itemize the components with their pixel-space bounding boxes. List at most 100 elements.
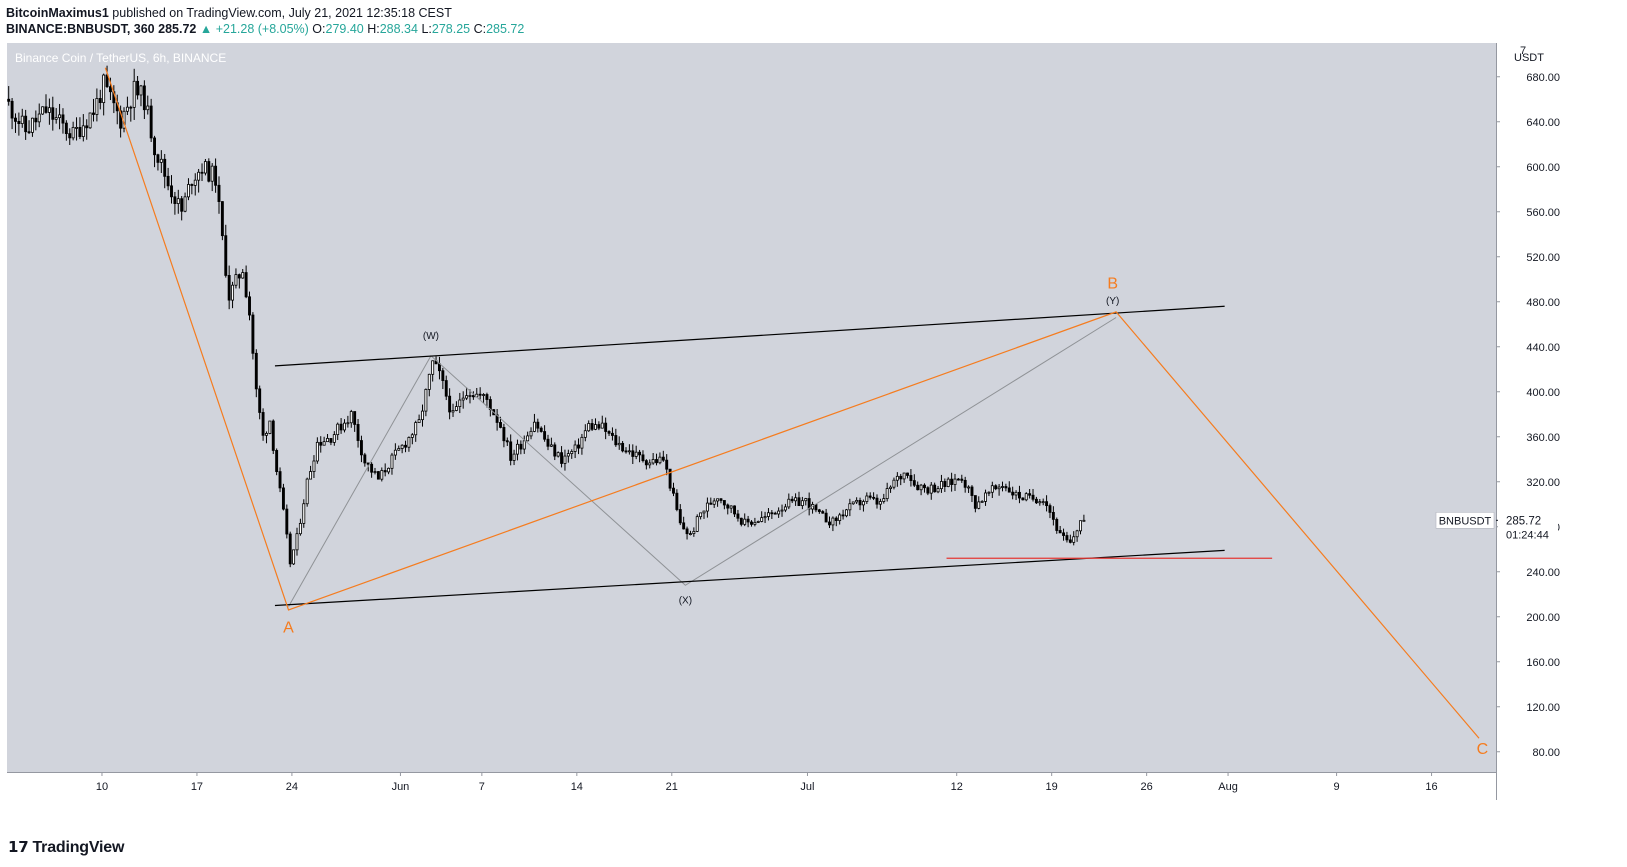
candle-body [302,503,306,524]
candle-body [529,430,533,437]
candle-body [733,505,736,515]
candle-body [54,117,58,120]
candle-body [417,419,421,423]
candle-body [119,110,123,129]
time-axis-label: 16 [1425,781,1437,793]
time-axis-label: 17 [191,781,203,793]
candle-body [319,441,323,446]
candle-body [773,512,777,515]
author-name[interactable]: BitcoinMaximus1 [6,6,109,20]
plot-background [7,43,1496,772]
candle-body [953,478,957,485]
candle-body [271,420,275,451]
candle-body [224,235,228,276]
published-text: published on TradingView.com, July 21, 2… [112,6,452,20]
candle-body [787,498,791,508]
candle-body [845,509,848,517]
candle-body [142,85,146,111]
time-axis-label: 21 [666,781,678,793]
candle-body [356,424,360,441]
price-axis-label: 440.00 [1526,342,1560,354]
candle-body [821,511,825,514]
candle-body [1055,518,1059,531]
candle-body [909,475,913,481]
candle-body [444,380,448,397]
candle-body [878,501,882,505]
candle-body [237,274,241,279]
candle-body [675,492,679,510]
candlestick-series [7,65,1086,568]
candle-body [519,443,523,450]
candle-body [1024,493,1028,501]
candle-body [641,454,645,462]
candle-body [485,394,489,400]
candle-body [387,467,391,473]
candle-body [682,522,686,530]
price-axis-label: 400.00 [1526,387,1560,399]
candle-body [159,158,163,163]
low-value: 278.25 [431,22,471,36]
price-axis-label: 320.00 [1526,477,1560,489]
candle-body [10,100,14,119]
candle-body [658,456,662,464]
price-axis[interactable]: 80.00120.00160.00200.00240.00280.00320.0… [1496,72,1560,759]
candle-body [509,441,513,461]
candle-body [790,498,794,502]
time-axis-label: 19 [1046,781,1058,793]
candle-body [98,98,102,104]
time-axis-label: 7 [479,781,485,793]
candle-body [665,459,669,470]
candle-body [532,421,536,432]
candle-body [424,389,428,412]
tradingview-logo-icon: 𝟭𝟳 [8,839,29,856]
candle-body [648,462,652,466]
time-axis-label: Aug [1218,781,1238,793]
candle-body [631,450,635,457]
candle-body [349,411,353,424]
candle-body [261,412,265,436]
candle-body [855,499,859,503]
candle-body [421,410,424,421]
candle-body [312,460,316,472]
candle-body [607,431,611,434]
candle-body [390,454,394,469]
candle-body [339,423,343,431]
low-label: L: [421,22,432,36]
price-axis-label: 480.00 [1526,297,1560,309]
candle-body [292,549,296,565]
candle-body [549,444,553,447]
candle-body [770,512,774,515]
candle-body [170,185,173,198]
orange-wave-line [104,67,1480,739]
time-axis-label: 24 [286,781,298,793]
candle-body [668,468,672,489]
candle-body [438,363,441,372]
candle-body [753,521,757,525]
candle-body [841,514,845,517]
candle-body [400,444,404,449]
candle-body [617,442,621,446]
candle-body [139,85,143,96]
candle-body [946,478,950,487]
candle-body [973,495,977,509]
candle-body [275,450,279,472]
candle-body [502,427,506,442]
price-axis-label: 120.00 [1526,702,1560,714]
candle-body [1048,505,1052,513]
candle-body [722,500,726,506]
candle-body [156,154,160,163]
candle-body [187,184,190,198]
time-axis[interactable]: 10 17 24 Jun 7 14 21 Jul 12 19 26 Aug 9 16 [96,772,1438,793]
candle-body [800,500,804,507]
candle-body [1001,486,1004,488]
price-axis-label: 600.00 [1526,162,1560,174]
candle-body [210,165,214,182]
candle-body [173,196,177,204]
candle-body [197,171,201,181]
candle-body [861,501,865,506]
tradingview-logo[interactable]: 𝟭𝟳 TradingView [8,838,124,857]
candle-body [739,517,743,525]
candle-body [943,481,947,487]
candle-body [933,484,937,493]
